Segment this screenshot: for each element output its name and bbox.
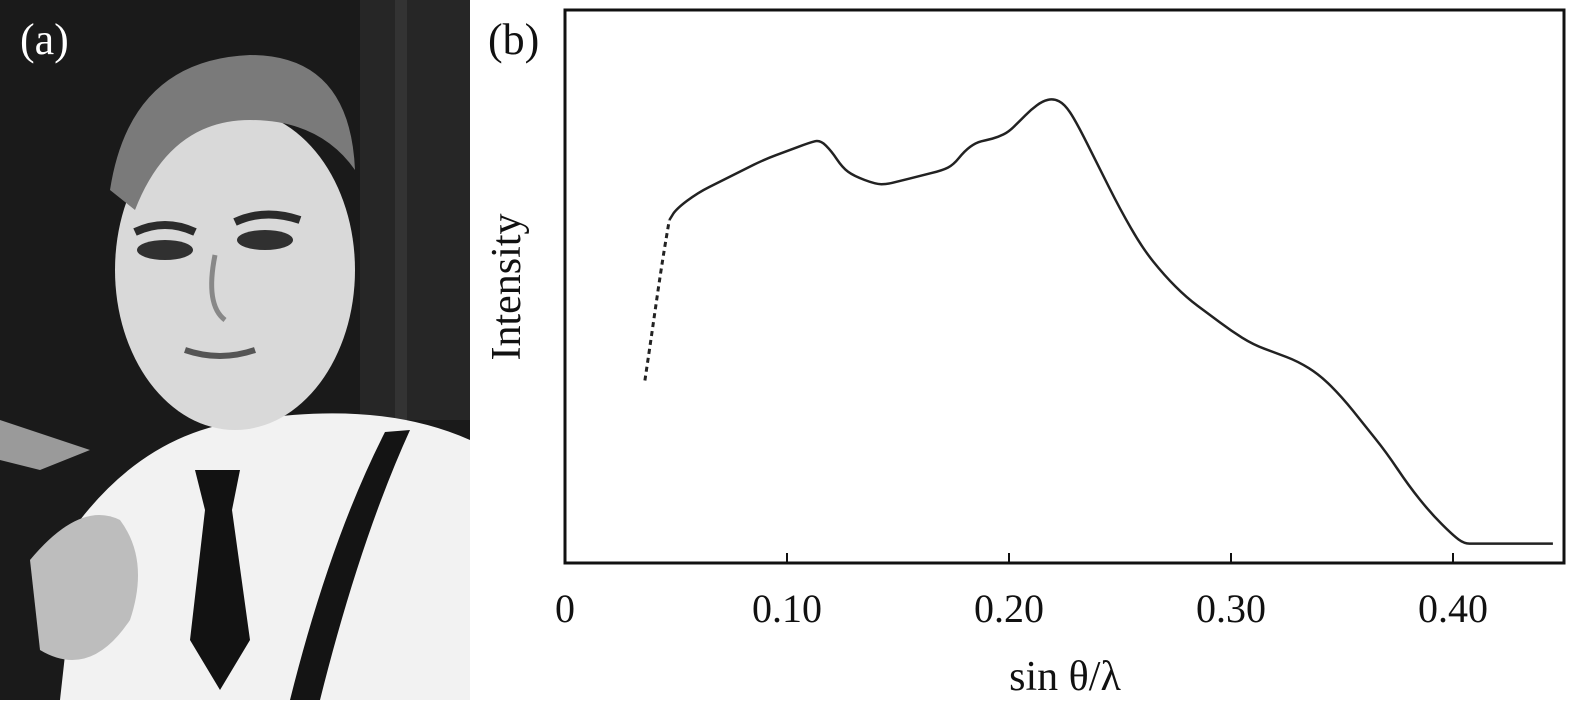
intensity-chart: 0 0.10 0.20 0.30 0.40 Intensity sin θ/λ bbox=[484, 8, 1566, 700]
panel-b-label: (b) bbox=[488, 15, 540, 64]
y-axis-label: Intensity bbox=[484, 214, 530, 361]
portrait-illustration bbox=[0, 0, 470, 700]
panel-a-label: (a) bbox=[20, 15, 69, 64]
series-line-extrapolated bbox=[643, 219, 671, 381]
plot-frame bbox=[563, 8, 1566, 565]
x-tick-label: 0.10 bbox=[752, 586, 822, 631]
x-tick-label: 0 bbox=[555, 586, 575, 631]
x-tick-label: 0.40 bbox=[1418, 586, 1488, 631]
x-tick-label: 0.30 bbox=[1196, 586, 1266, 631]
portrait-photo: (a) bbox=[0, 0, 470, 700]
x-axis-label: sin θ/λ bbox=[1009, 654, 1121, 700]
x-tick-label: 0.20 bbox=[974, 586, 1044, 631]
series-line-measured bbox=[668, 98, 1553, 545]
x-axis-ticks: 0 0.10 0.20 0.30 0.40 bbox=[555, 553, 1488, 631]
series-layer bbox=[643, 98, 1553, 545]
chart-panel: (b) 0 0.10 0.20 0.30 0.40 Intensity sin θ/λ bbox=[470, 0, 1575, 700]
